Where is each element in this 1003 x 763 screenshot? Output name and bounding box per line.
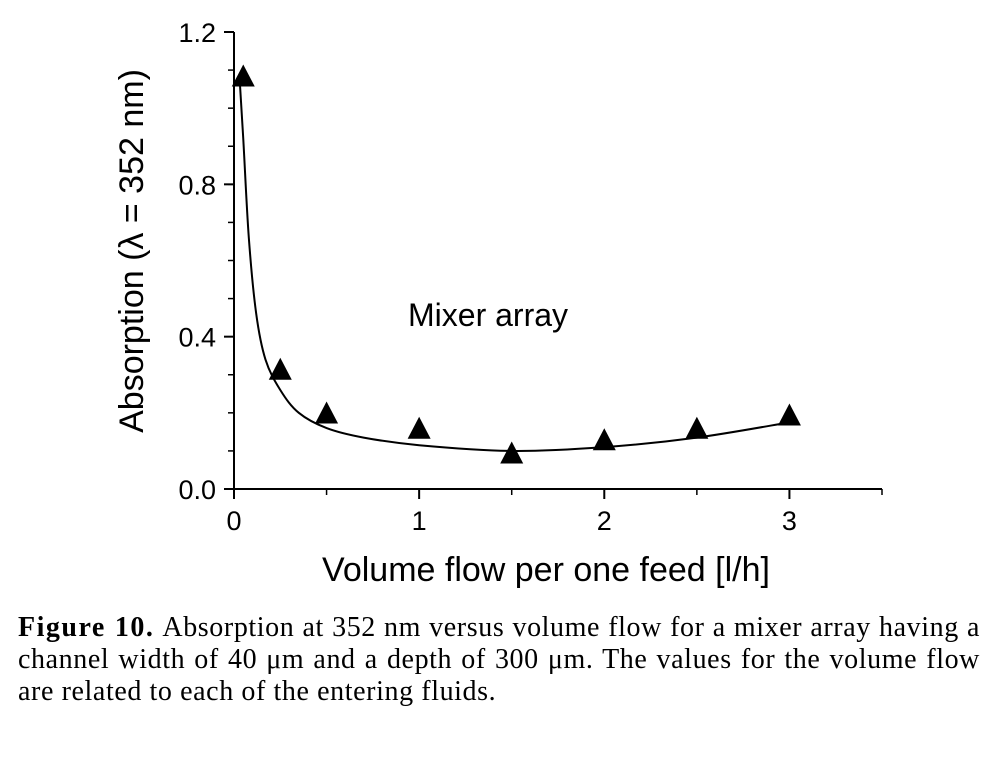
- data-markers: [231, 64, 801, 464]
- data-point-triangle: [268, 357, 292, 380]
- data-point-triangle: [407, 416, 431, 439]
- y-tick-label: 0.4: [178, 323, 216, 353]
- axes: 0 1 2 3 0.0 0.4 0.8 1.2: [178, 18, 883, 536]
- caption-text: Absorption at 352 nm versus volume flow …: [18, 612, 981, 707]
- chart: 0 1 2 3 0.0 0.4 0.8 1.2 Mixer array Volume flow…: [113, 18, 883, 589]
- data-point-triangle: [231, 64, 255, 87]
- x-axis-title: Volume flow per one feed [l/h]: [322, 551, 770, 589]
- data-point-triangle: [685, 416, 709, 439]
- x-tick-label: 3: [782, 506, 797, 536]
- data-point-triangle: [500, 441, 524, 464]
- figure-caption: Figure 10. Absorption at 352 nm versus vo…: [18, 612, 980, 708]
- data-point-triangle: [315, 401, 339, 424]
- y-tick-label: 0.8: [178, 170, 216, 200]
- y-tick-label: 1.2: [178, 18, 216, 48]
- x-tick-label: 0: [226, 506, 241, 536]
- data-point-triangle: [777, 403, 801, 426]
- y-axis-title: Absorption (λ = 352 nm): [113, 69, 151, 433]
- fit-curve: [238, 77, 790, 452]
- caption-label: Figure 10.: [18, 612, 155, 643]
- x-tick-label: 2: [597, 506, 612, 536]
- mixer-array-annotation: Mixer array: [408, 297, 568, 333]
- fit-curve-group: [238, 77, 790, 452]
- data-point-triangle: [592, 428, 616, 451]
- x-tick-label: 1: [412, 506, 427, 536]
- y-tick-label: 0.0: [178, 475, 216, 505]
